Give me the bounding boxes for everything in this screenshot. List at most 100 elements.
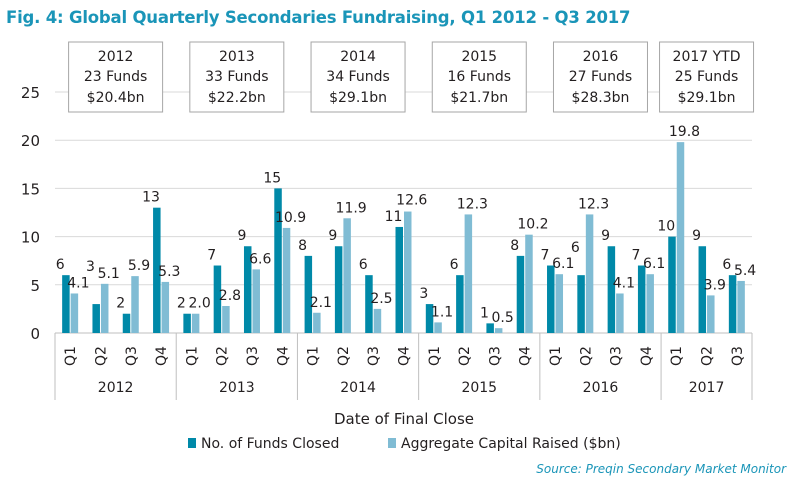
data-label-capital: 5.4 [734, 263, 756, 279]
year-summary-year: 2016 [583, 49, 619, 65]
x-axis-title: Date of Final Close [334, 410, 474, 428]
bar-funds-closed [547, 265, 555, 333]
year-label: 2015 [461, 380, 497, 396]
data-label-capital: 12.6 [396, 193, 427, 209]
bar-capital-raised [131, 276, 139, 333]
year-summary-year: 2013 [219, 49, 255, 65]
bar-capital-raised [343, 218, 351, 333]
data-label-funds: 7 [207, 248, 216, 264]
bar-funds-closed [122, 313, 131, 333]
data-label-funds: 9 [238, 228, 247, 244]
legend-swatch [188, 438, 196, 448]
quarter-label: Q1 [184, 346, 200, 366]
year-summary-capital: $28.3bn [572, 90, 630, 106]
year-label: 2016 [583, 380, 619, 396]
bar-funds-closed [637, 265, 646, 333]
y-tick-label: 0 [30, 325, 40, 343]
year-summary-capital: $20.4bn [87, 90, 145, 106]
bar-funds-closed [334, 246, 343, 333]
quarter-label: Q3 [730, 346, 746, 366]
bar-capital-raised [616, 293, 624, 333]
bar-funds-closed [92, 304, 100, 333]
data-label-capital: 19.8 [669, 124, 700, 140]
year-summary-funds: 34 Funds [326, 69, 389, 85]
quarter-label: Q1 [669, 346, 685, 366]
data-label-funds: 8 [510, 238, 519, 254]
data-label-funds: 6 [571, 240, 580, 256]
data-label-funds: 9 [328, 228, 337, 244]
bar-funds-closed [607, 246, 616, 333]
data-label-capital: 2.1 [310, 295, 332, 311]
quarter-label: Q2 [457, 346, 473, 366]
data-label-capital: 0.5 [492, 310, 514, 326]
bar-funds-closed [728, 275, 737, 333]
data-label-funds: 2 [177, 296, 186, 312]
data-label-capital: 11.9 [336, 200, 367, 216]
quarter-label: Q4 [397, 346, 413, 366]
year-summary-capital: $21.7bn [450, 90, 508, 106]
quarter-label: Q4 [639, 346, 655, 366]
data-label-funds: 1 [480, 305, 489, 321]
quarter-label: Q3 [245, 346, 261, 366]
bar-funds-closed [365, 275, 373, 333]
quarter-label: Q3 [487, 346, 503, 366]
quarter-label: Q1 [427, 346, 443, 366]
bar-capital-raised [252, 269, 260, 333]
year-label: 2017 [689, 380, 725, 396]
bar-capital-raised [282, 227, 291, 333]
data-label-funds: 3 [86, 259, 95, 275]
data-label-capital: 6.1 [552, 256, 574, 272]
year-summary-box [189, 41, 285, 113]
bar-capital-raised [737, 280, 745, 333]
bar-funds-closed [486, 323, 494, 333]
bar-funds-closed [516, 255, 525, 333]
data-label-funds: 9 [692, 228, 701, 244]
quarter-label: Q4 [154, 346, 170, 366]
year-summary-box [552, 41, 648, 113]
quarter-label: Q2 [93, 346, 109, 366]
quarter-label: Q4 [518, 346, 534, 366]
data-label-funds: 13 [142, 190, 160, 206]
quarter-label: Q3 [124, 346, 140, 366]
bar-capital-raised [313, 312, 321, 333]
data-label-capital: 2.0 [188, 296, 210, 312]
bar-funds-closed [62, 275, 70, 333]
bar-capital-raised [161, 281, 170, 333]
bar-funds-closed [183, 313, 191, 333]
year-summary-capital: $22.2bn [208, 90, 266, 106]
data-label-funds: 6 [359, 257, 368, 273]
bar-capital-raised [646, 274, 654, 333]
year-summary-year: 2017 YTD [673, 49, 741, 65]
bar-funds-closed [243, 246, 252, 333]
data-label-capital: 12.3 [578, 196, 609, 212]
data-label-funds: 6 [56, 257, 65, 273]
bar-capital-raised [585, 214, 594, 333]
quarter-label: Q1 [63, 346, 79, 366]
y-tick-label: 25 [21, 84, 40, 102]
legend-swatch [388, 438, 396, 448]
bar-capital-raised [555, 274, 564, 333]
data-label-funds: 6 [722, 257, 731, 273]
data-label-capital: 10.2 [517, 217, 548, 233]
data-label-capital: 6.1 [643, 256, 665, 272]
quarter-label: Q3 [366, 346, 382, 366]
data-label-capital: 5.1 [98, 266, 120, 282]
bar-funds-closed [698, 246, 707, 333]
data-label-capital: 12.3 [457, 196, 488, 212]
y-tick-label: 20 [21, 132, 40, 150]
bar-capital-raised [707, 295, 715, 333]
year-label: 2014 [340, 380, 376, 396]
data-label-funds: 6 [450, 257, 459, 273]
y-tick-label: 5 [30, 277, 40, 295]
quarter-label: Q4 [275, 346, 291, 366]
bar-capital-raised [676, 142, 685, 333]
quarter-label: Q2 [700, 346, 716, 366]
bar-funds-closed [425, 304, 434, 333]
bar-funds-closed [395, 226, 403, 333]
year-summary-funds: 33 Funds [205, 69, 268, 85]
data-label-capital: 4.1 [613, 275, 635, 291]
bar-capital-raised [70, 293, 79, 333]
quarter-label: Q2 [578, 346, 594, 366]
year-summary-box [68, 41, 164, 113]
quarter-label: Q1 [548, 346, 564, 366]
